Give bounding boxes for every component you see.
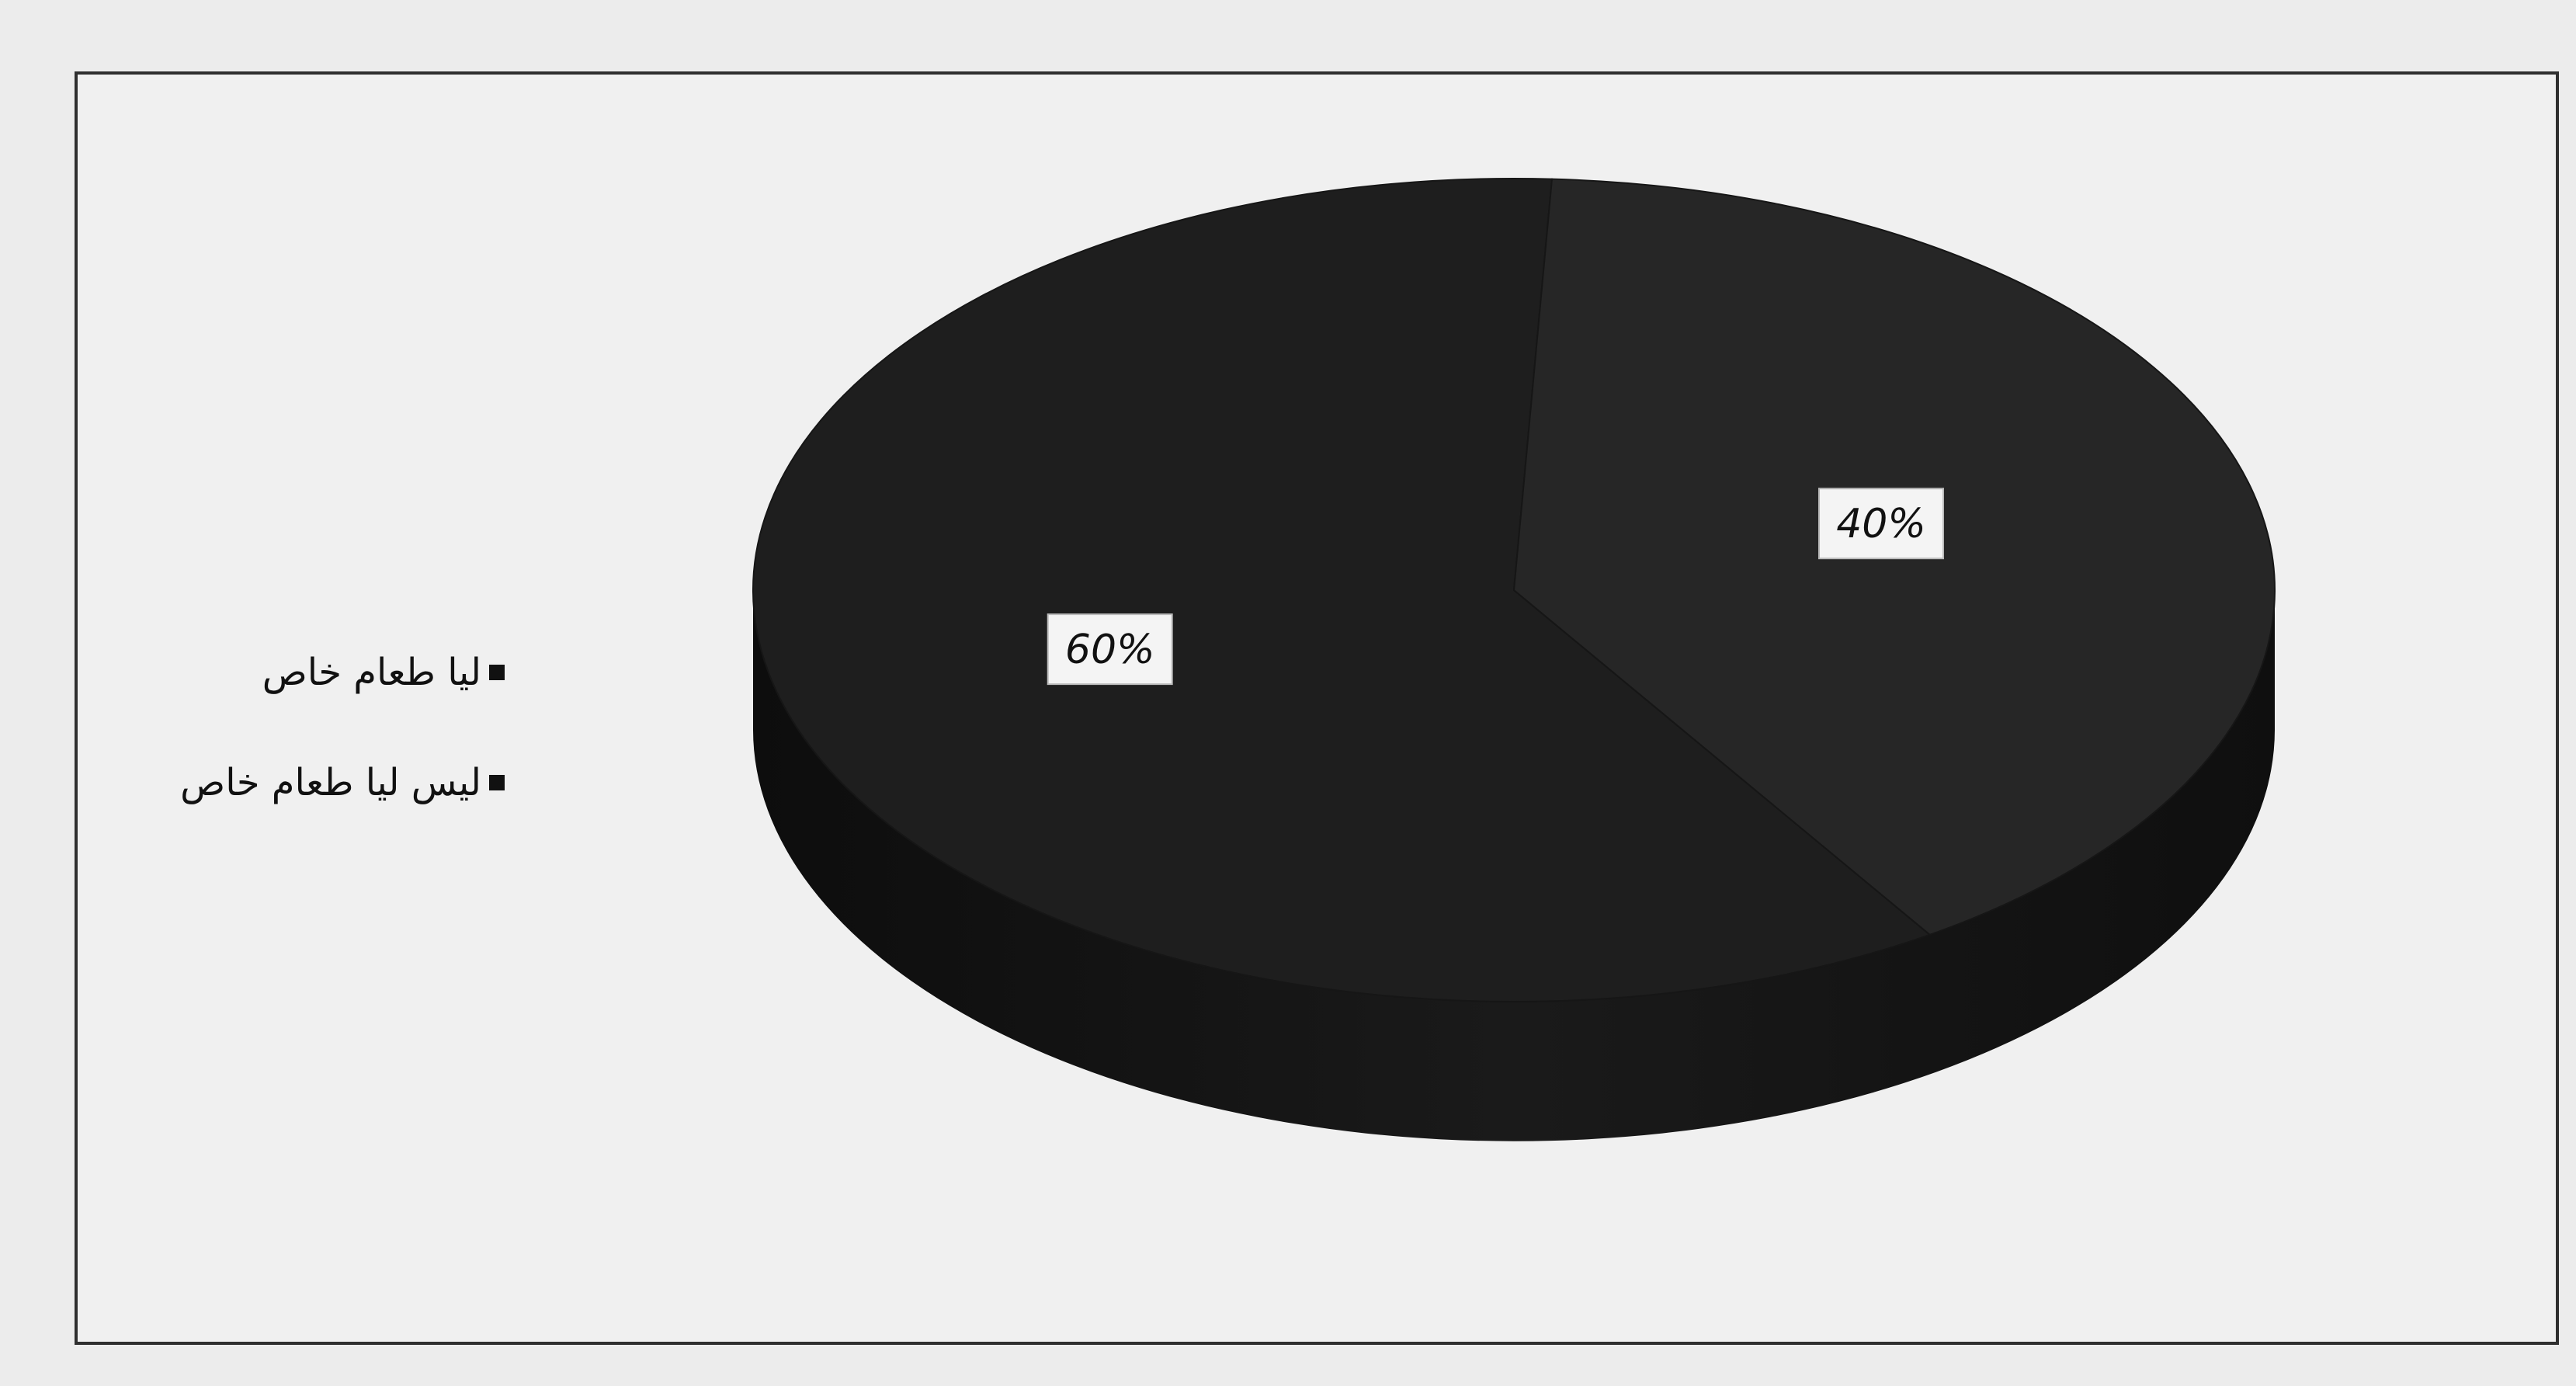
legend-swatch-2	[489, 775, 505, 790]
legend-label-1: ليا طعام خاص	[262, 651, 481, 694]
pie-group: 60% 40%	[752, 178, 2276, 1141]
data-label-1: 60%	[1065, 627, 1155, 673]
legend-swatch-1	[489, 665, 505, 680]
pie-slice-1	[752, 178, 1932, 1002]
legend-item-1: ليا طعام خاص	[101, 644, 505, 700]
data-label-box-1	[1047, 613, 1173, 686]
chart-legend: ليا طعام خاص ليس ليا طعام خاص	[101, 644, 505, 865]
data-label-2: 40%	[1836, 501, 1926, 547]
legend-label-2: ليس ليا طعام خاص	[180, 761, 481, 804]
legend-item-2: ليس ليا طعام خاص	[101, 755, 505, 811]
data-label-box-2	[1818, 488, 1945, 560]
pie-side-wall	[753, 590, 2275, 1141]
